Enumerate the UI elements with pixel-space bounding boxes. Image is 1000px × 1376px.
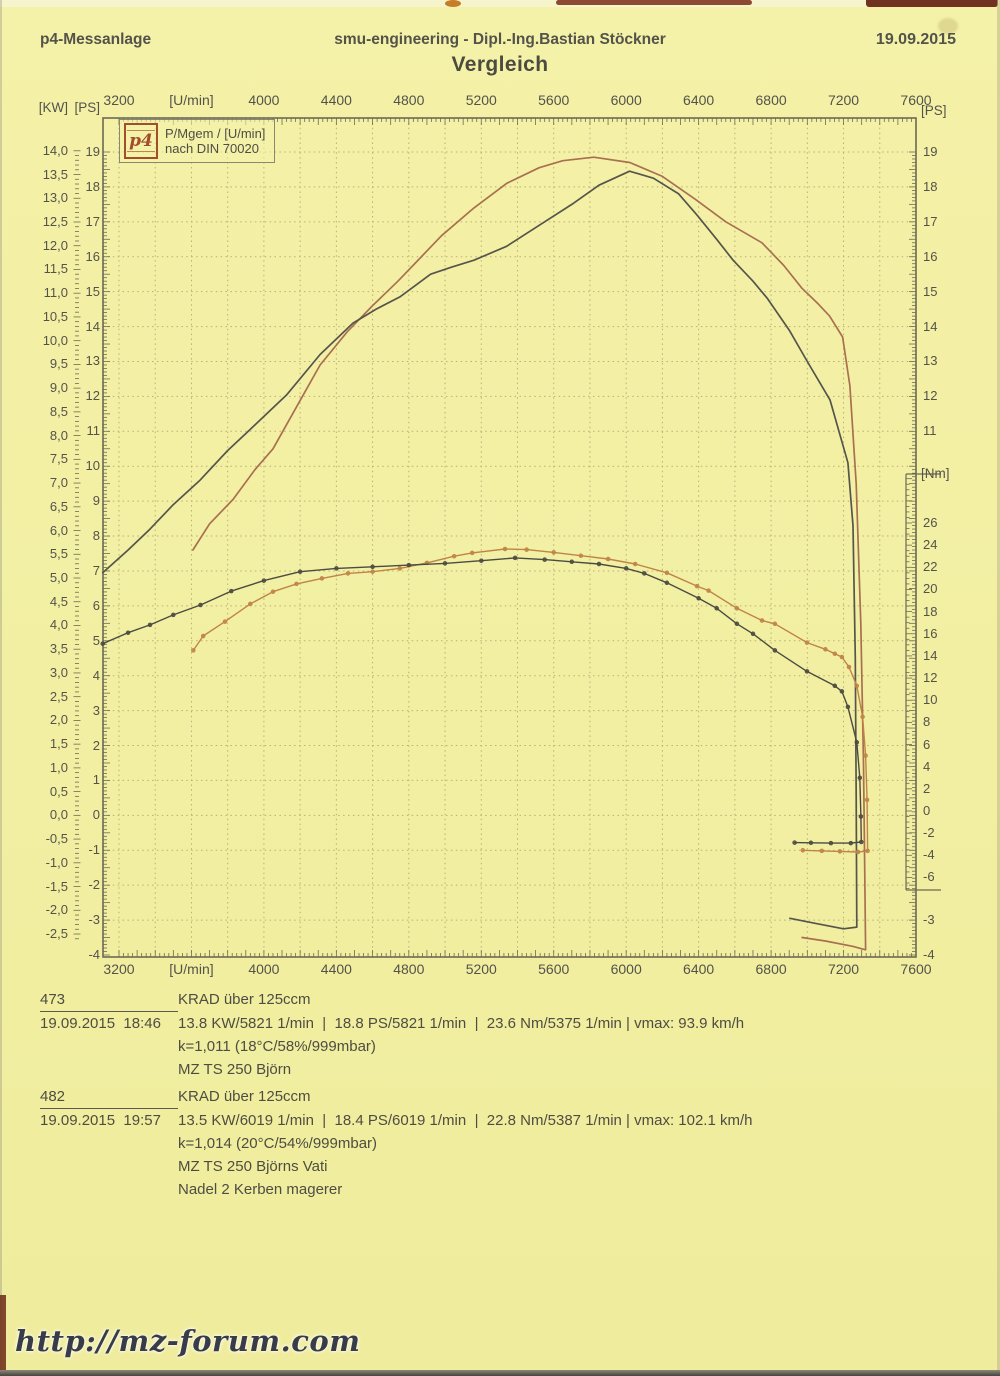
- run-id: 482: [40, 1085, 178, 1109]
- run-category: KRAD über 125ccm: [178, 1088, 311, 1105]
- run-datetime: 19.09.2015 18:46: [40, 1015, 161, 1032]
- run-vehicle: MZ TS 250 Björns Vati: [178, 1158, 328, 1175]
- run-note: Nadel 2 Kerben magerer: [178, 1181, 343, 1198]
- operator-name: smu-engineering - Dipl.-Ing.Bastian Stöc…: [334, 31, 666, 48]
- run-id: 473: [40, 988, 178, 1012]
- run-measurements: 13.5 KW/6019 1/min | 18.4 PS/6019 1/min …: [178, 1112, 753, 1129]
- report-date: 19.09.2015: [875, 31, 956, 48]
- run-category: KRAD über 125ccm: [178, 991, 311, 1008]
- run-correction: k=1,011 (18°C/58%/999mbar): [178, 1038, 376, 1055]
- app-name: p4-Messanlage: [40, 31, 152, 48]
- run-vehicle: MZ TS 250 Björn: [178, 1061, 292, 1078]
- p4-logo: p4: [124, 123, 158, 159]
- legend-line-2: nach DIN 70020: [165, 141, 259, 156]
- legend-line-1: P/Mgem / [U/min]: [165, 126, 266, 141]
- page-title: Vergleich: [451, 53, 549, 76]
- run-correction: k=1,014 (20°C/54%/999mbar): [178, 1135, 378, 1152]
- run-measurements: 13.8 KW/5821 1/min | 18.8 PS/5821 1/min …: [178, 1015, 745, 1032]
- result-block-473: 473 KRAD über 125ccm 19.09.2015 18:46 13.8…: [40, 988, 744, 1081]
- result-block-482: 482 KRAD über 125ccm 19.09.2015 19:57 13.5…: [40, 1085, 752, 1201]
- watermark-url: http://mz-forum.com: [15, 1324, 361, 1358]
- run-datetime: 19.09.2015 19:57: [40, 1112, 161, 1129]
- chart-legend: p4 P/Mgem / [U/min] nach DIN 70020: [119, 119, 276, 163]
